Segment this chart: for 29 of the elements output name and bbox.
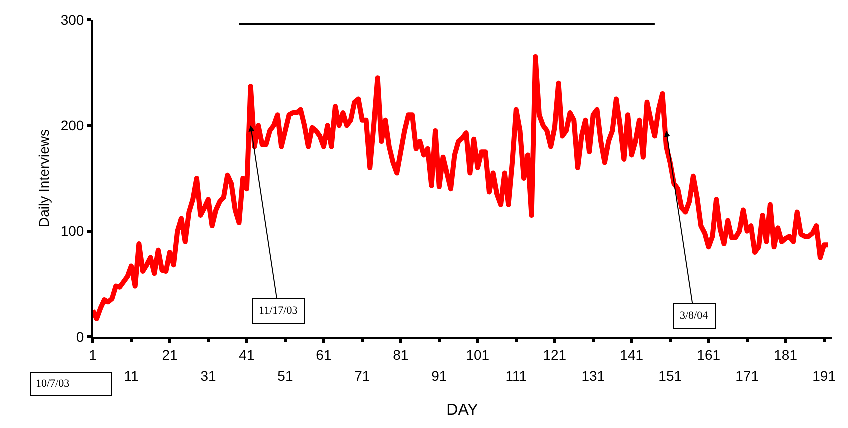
x-tick-label: 21 <box>162 346 178 363</box>
x-tick-label: 161 <box>697 346 721 363</box>
x2-tick-label: 51 <box>278 368 294 384</box>
y-tick-label: 100 <box>60 223 84 240</box>
y-tick-label: 300 <box>60 12 84 28</box>
x2-tick-label: 131 <box>582 368 606 384</box>
x-tick-label: 101 <box>466 346 490 363</box>
x-tick-label: 121 <box>543 346 567 363</box>
x-tick-label: 1 <box>89 346 98 363</box>
x-tick-label: 141 <box>620 346 644 363</box>
y-axis-title: Daily Interviews <box>36 129 52 228</box>
x2-tick-label: 191 <box>812 368 836 384</box>
x-tick-label: 181 <box>774 346 798 363</box>
x2-tick-label: 171 <box>736 368 760 384</box>
x2-tick-label: 111 <box>506 368 528 384</box>
x-tick-label: 41 <box>239 346 255 363</box>
x2-tick-label: 151 <box>658 368 682 384</box>
x2-tick-label: 71 <box>354 368 370 384</box>
y-tick-label: 200 <box>60 118 84 134</box>
x2-tick-label: 31 <box>200 368 216 384</box>
annotation: 11/17/03 <box>259 305 298 317</box>
x-tick-label: 81 <box>393 346 409 363</box>
x2-tick-label: 91 <box>432 368 448 384</box>
text: 10/7/03 <box>36 378 70 390</box>
x2-tick-label: 11 <box>124 368 139 384</box>
x-tick-label: 61 <box>316 346 332 363</box>
y-tick-label: 0 <box>76 328 84 345</box>
x-axis-title: DAY <box>446 402 479 419</box>
annotation: 3/8/04 <box>680 310 709 322</box>
